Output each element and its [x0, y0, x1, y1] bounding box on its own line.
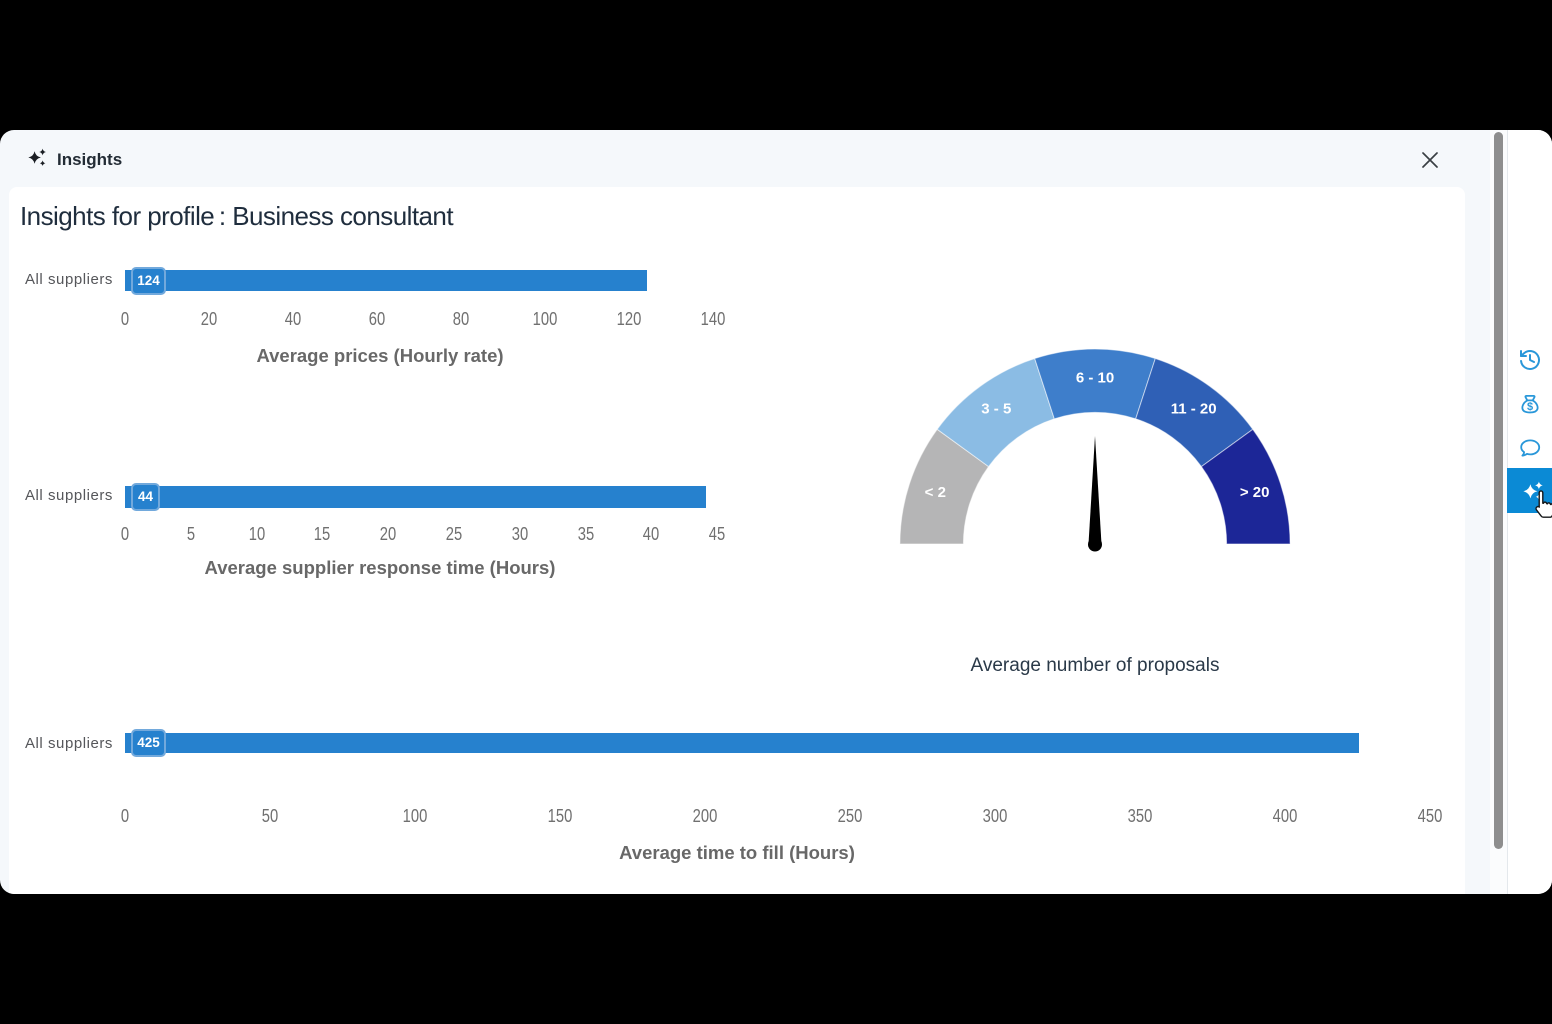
svg-text:$: $ [1526, 401, 1532, 413]
svg-text:> 20: > 20 [1240, 484, 1270, 501]
svg-text:11 - 20: 11 - 20 [1171, 401, 1217, 418]
svg-text:6 - 10: 6 - 10 [1076, 370, 1114, 387]
svg-text:3 - 5: 3 - 5 [981, 401, 1011, 418]
svg-text:< 2: < 2 [925, 484, 946, 501]
